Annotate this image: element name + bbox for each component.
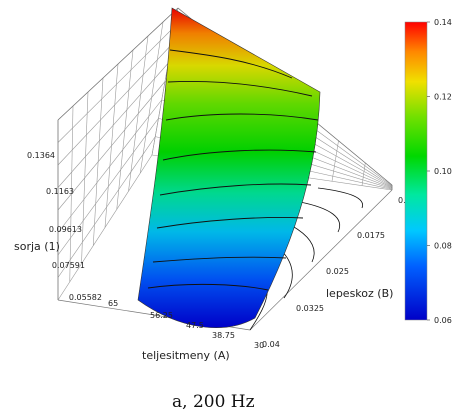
box-edge — [249, 189, 393, 331]
colorbar-tick-label: 0.06 — [434, 316, 452, 325]
floor-contour — [317, 187, 363, 209]
colorbar-tick-label: 0.12 — [434, 93, 452, 102]
b-axis-label: lepeskoz (B) — [326, 287, 393, 300]
colorbar-tick-label: 0.10 — [434, 167, 452, 176]
a-tick-label: 38.75 — [212, 331, 235, 340]
grid-line — [57, 99, 162, 233]
colorbar — [404, 21, 428, 321]
a-tick-label: 30 — [254, 341, 264, 350]
colorbar-ticks: 0.06 0.08 0.10 0.12 0.14 — [427, 18, 452, 325]
grid-line — [57, 136, 156, 278]
b-tick-label: 0.0325 — [296, 304, 324, 313]
surface-contour — [147, 283, 269, 291]
grid-line — [57, 154, 153, 301]
z-tick-label: 0.07591 — [52, 261, 85, 270]
figure-caption: a, 200 Hz — [172, 392, 255, 412]
b-tick-label: 0.025 — [326, 267, 349, 276]
z-axis-ticks: 0.05582 0.07591 0.09613 0.1163 0.1364 — [27, 151, 102, 302]
grid-line — [57, 26, 175, 143]
surface-contour — [152, 256, 287, 263]
z-tick-label: 0.1163 — [46, 187, 74, 196]
surface-contour — [159, 183, 312, 196]
colorbar-tick-label: 0.14 — [434, 18, 452, 27]
a-tick-label: 56.25 — [150, 311, 173, 320]
a-tick-label: 65 — [108, 299, 118, 308]
z-tick-label: 0.1364 — [27, 151, 55, 160]
surface-contour — [167, 81, 313, 97]
b-tick-label: 0.04 — [262, 340, 280, 349]
surface-contour — [169, 49, 293, 79]
a-tick-label: 47.5 — [186, 321, 204, 330]
z-tick-label: 0.05582 — [69, 293, 102, 302]
a-axis-ticks: 65 56.25 47.5 38.75 30 — [108, 299, 264, 350]
z-axis-label: sorja (1) — [14, 240, 60, 253]
response-surface — [137, 7, 321, 328]
z-tick-label: 0.09613 — [49, 225, 82, 234]
box-edge — [57, 7, 179, 121]
a-axis-label: teljesitmeny (A) — [142, 349, 230, 362]
grid-line — [57, 62, 169, 188]
colorbar-tick-label: 0.08 — [434, 242, 452, 251]
floor-contour — [299, 201, 340, 233]
grid-line — [57, 81, 166, 211]
b-tick-label: 0.0175 — [357, 231, 385, 240]
surface-contour — [156, 217, 304, 229]
surface-contour — [165, 113, 319, 121]
grid-line — [57, 44, 172, 166]
surface-contour-lines — [147, 49, 319, 291]
surface-contour — [162, 149, 317, 161]
grid-line — [57, 118, 159, 256]
